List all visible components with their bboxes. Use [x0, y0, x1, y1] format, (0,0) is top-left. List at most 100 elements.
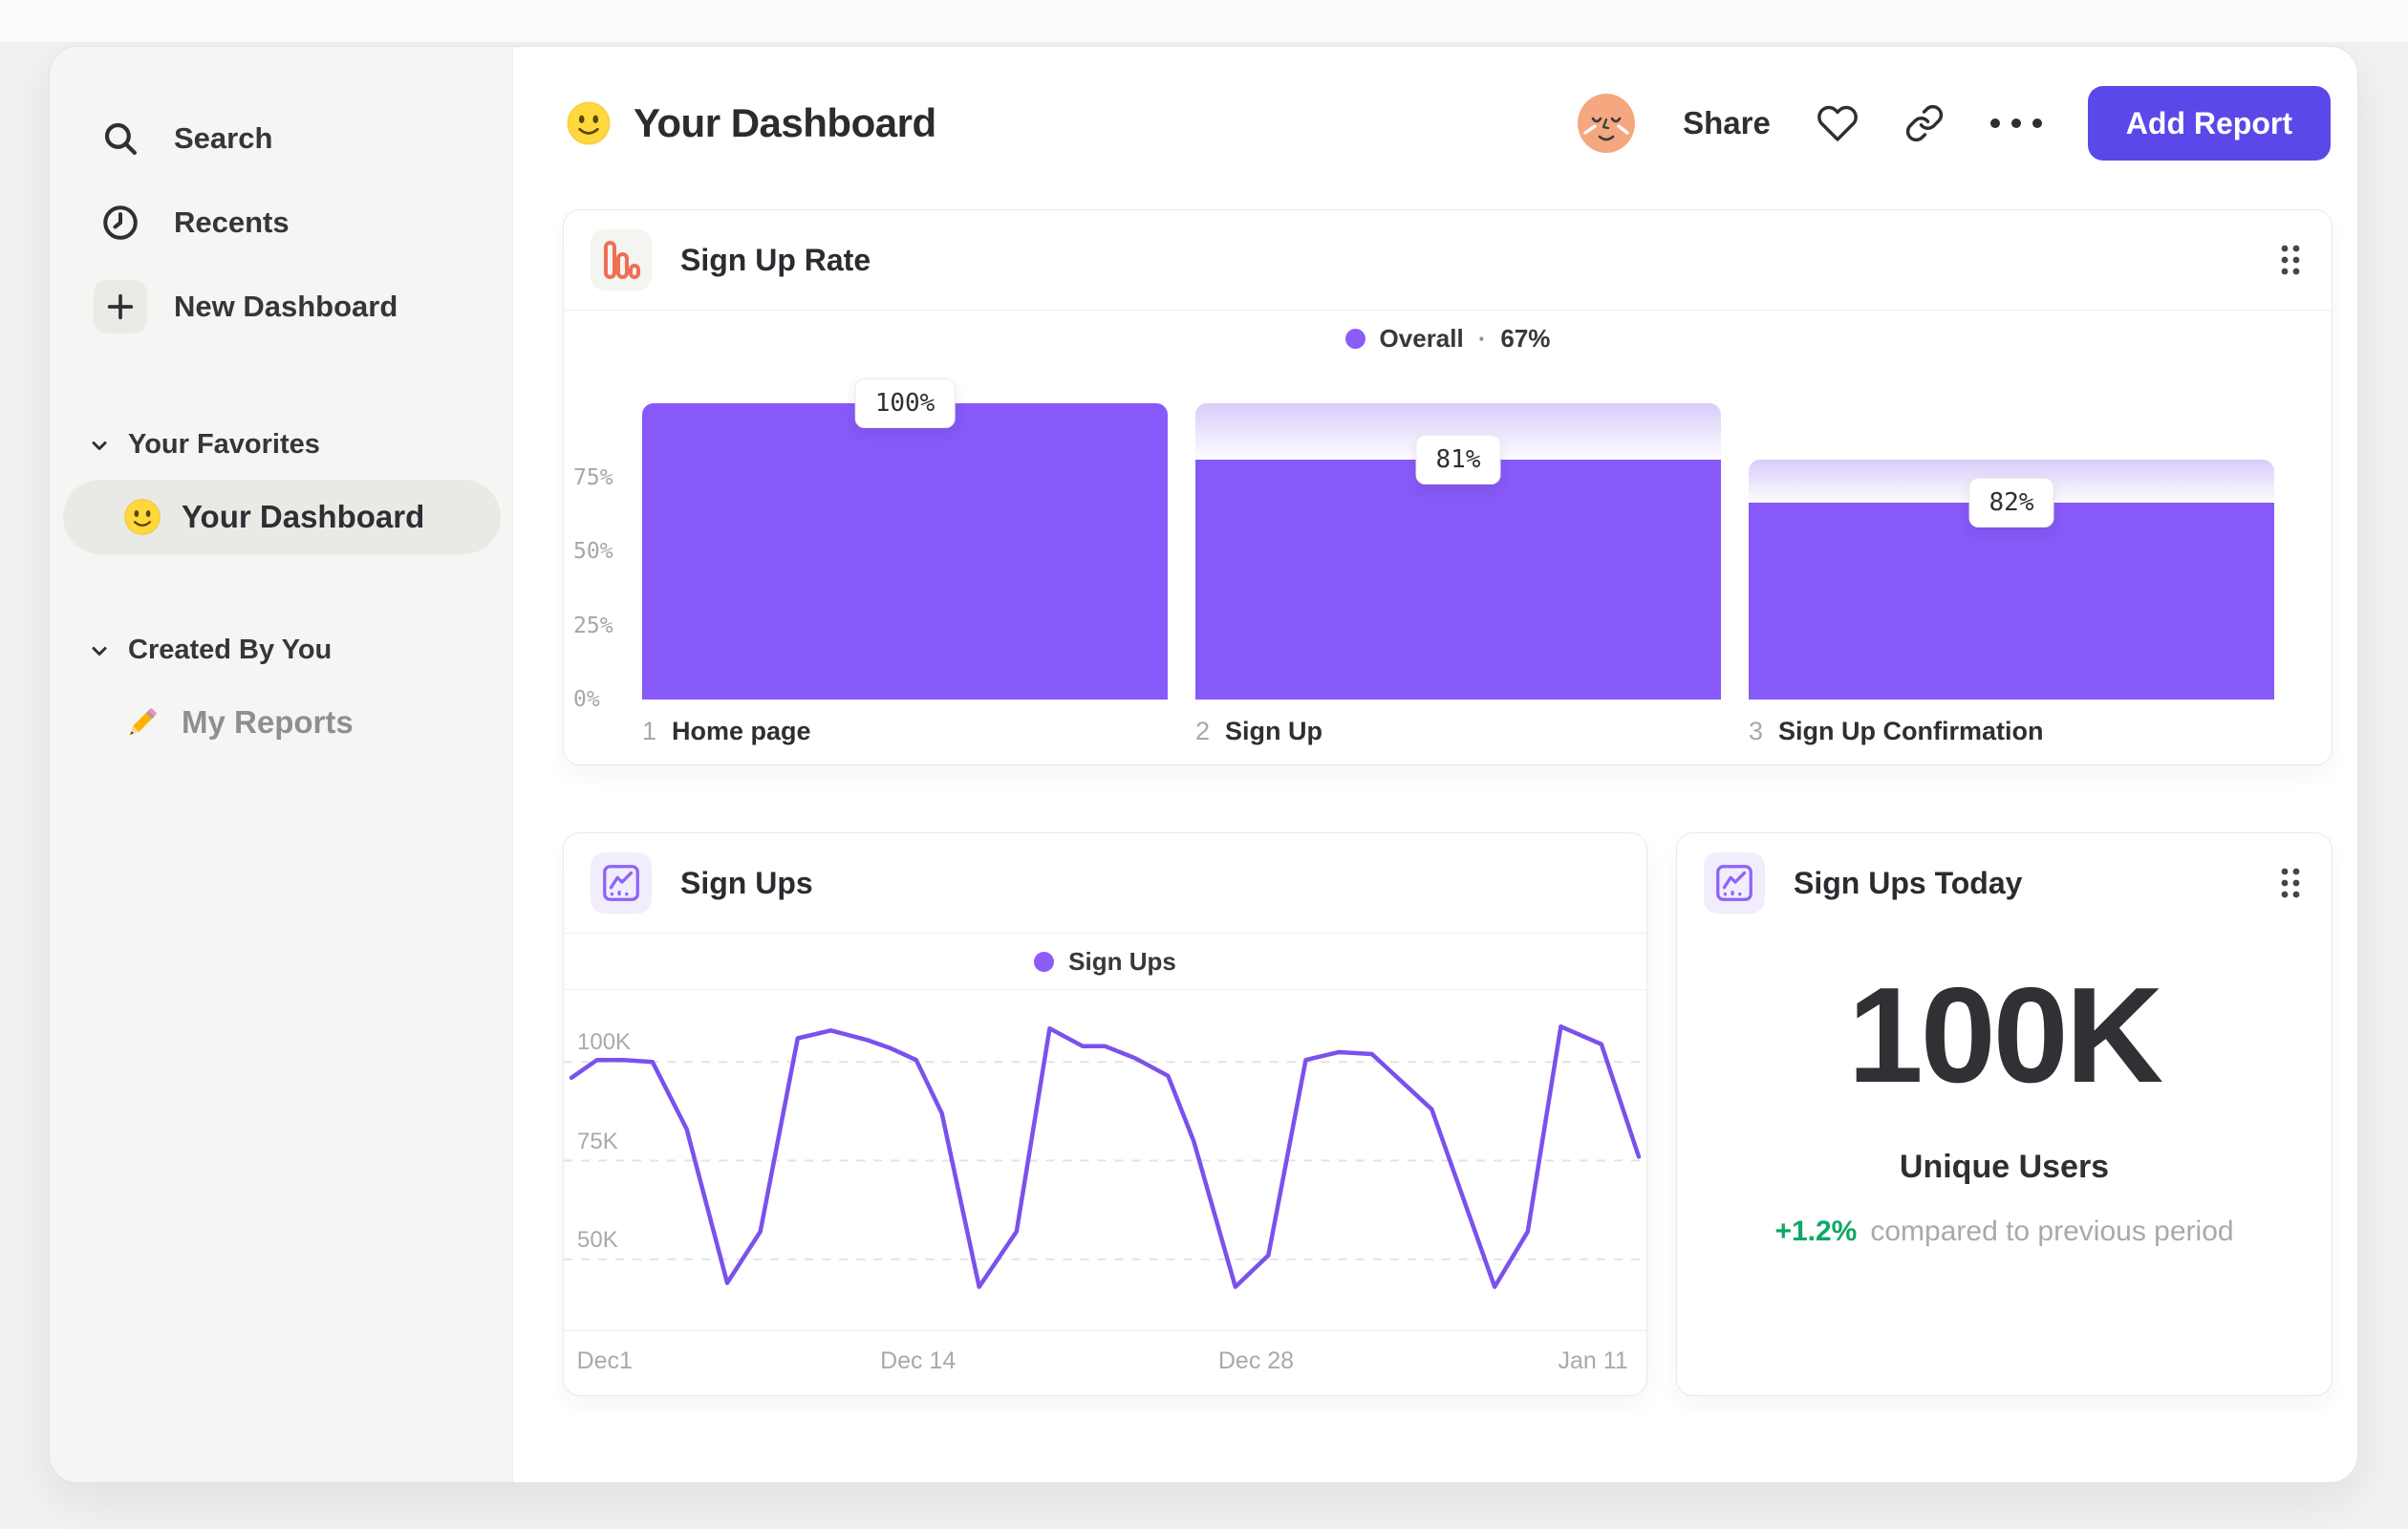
favorites-section-header[interactable]: Your Favorites [50, 420, 512, 470]
plus-icon [94, 280, 147, 334]
sidebar-item-label: My Reports [182, 704, 354, 740]
card-header: Sign Ups [564, 833, 1646, 933]
card-title: Sign Ups [680, 865, 813, 900]
step-number: 2 [1195, 717, 1211, 745]
sidebar-item-new-dashboard[interactable]: New Dashboard [50, 265, 512, 349]
y-tick-label: 75K [577, 1128, 618, 1154]
legend-label: Sign Ups [1068, 946, 1176, 976]
sign-ups-line-series[interactable] [569, 1023, 1642, 1289]
sidebar-item-recents[interactable]: Recents [50, 181, 512, 265]
metric-delta: +1.2% compared to previous period [1677, 1216, 2332, 1248]
card-header-divider [564, 933, 1646, 934]
share-button[interactable]: Share [1683, 105, 1771, 140]
legend-separator: · [1477, 323, 1487, 353]
funnel-converted-bar [642, 403, 1168, 700]
created-by-you-section-header[interactable]: Created By You [50, 625, 512, 676]
favorite-heart-icon[interactable] [1817, 102, 1859, 144]
funnel-step-label: 2 Sign Up [1195, 717, 1721, 746]
funnel-step-label: 3 Sign Up Confirmation [1749, 717, 2274, 746]
y-tick-label: 50K [577, 1226, 618, 1253]
delta-value: +1.2% [1774, 1216, 1858, 1247]
card-header-divider [564, 310, 2332, 311]
funnel-step-bar[interactable]: 100% [642, 378, 1168, 700]
drag-handle-icon[interactable] [2276, 864, 2305, 902]
delta-note: compared to previous period [1870, 1216, 2234, 1247]
copy-link-icon[interactable] [1904, 103, 1945, 143]
step-number: 1 [642, 717, 657, 745]
x-tick-label: Dec 28 [1217, 1347, 1295, 1374]
funnel-legend: Overall · 67% [564, 311, 2332, 366]
funnel-x-axis-labels: 1 Home page 2 Sign Up 3 Sign Up Confirmation [642, 717, 2274, 746]
funnel-converted-bar [1195, 459, 1721, 700]
pencil-emoji [130, 708, 157, 735]
line-chart-icon [1704, 852, 1765, 914]
funnel-chart-icon [591, 229, 652, 291]
sidebar-item-label: Recents [174, 205, 290, 239]
y-tick-label: 0% [573, 687, 600, 712]
more-options-icon[interactable] [1989, 118, 2042, 128]
legend-divider [564, 989, 1646, 990]
card-title: Sign Ups Today [1794, 865, 2023, 900]
funnel-converted-bar [1749, 503, 2274, 700]
avatar[interactable] [1576, 93, 1637, 154]
section-title: Created By You [128, 635, 333, 665]
conversion-badge: 81% [1415, 434, 1501, 485]
line-chart-plot: 100K 75K 50K [564, 991, 1646, 1330]
sign-ups-today-card: Sign Ups Today 100K Unique Users +1.2% co… [1676, 832, 2333, 1396]
step-name: Sign Up [1225, 717, 1323, 745]
funnel-step-label: 1 Home page [642, 717, 1168, 746]
sidebar-item-label: Your Dashboard [182, 499, 425, 534]
sidebar-section-created-by-you: Created By You My Reports [50, 625, 512, 760]
smiley-emoji [123, 498, 161, 536]
add-report-button[interactable]: Add Report [2087, 86, 2331, 161]
main-content: Your Dashboard Share [513, 47, 2357, 1482]
metric-label: Unique Users [1899, 1149, 2110, 1185]
page-title-text: Your Dashboard [634, 100, 936, 145]
funnel-y-axis: 75% 50% 25% 0% [573, 403, 636, 713]
card-header: Sign Up Rate [564, 210, 2332, 310]
sidebar: Search Recents New Dashboard [50, 47, 513, 1482]
funnel-bars: 100% 81% 82% [642, 378, 2274, 700]
step-name: Home page [672, 717, 811, 745]
sidebar-item-my-reports[interactable]: My Reports [63, 685, 501, 760]
legend-dot [1344, 328, 1365, 349]
app-window: Search Recents New Dashboard [49, 46, 2358, 1483]
smiley-emoji [567, 101, 611, 145]
y-tick-label: 100K [577, 1029, 632, 1056]
conversion-badge: 100% [854, 378, 956, 428]
sidebar-item-your-dashboard[interactable]: Your Dashboard [63, 480, 501, 554]
line-legend: Sign Ups [564, 934, 1646, 989]
y-tick-label: 75% [573, 464, 613, 490]
chevron-down-icon [92, 441, 107, 450]
sidebar-item-search[interactable]: Search [50, 97, 512, 181]
card-title: Sign Up Rate [680, 242, 871, 277]
x-tick-label: Dec1 [576, 1347, 633, 1374]
funnel-step-bar[interactable]: 82% [1749, 403, 2274, 700]
sidebar-section-favorites: Your Favorites Your Dashboard [50, 420, 512, 554]
line-x-axis: Dec1 Dec 14 Dec 28 Jan 11 [564, 1347, 1646, 1382]
search-icon [94, 112, 147, 165]
x-axis-line [564, 1330, 1646, 1331]
legend-value: 67% [1500, 323, 1551, 353]
header-actions: Share Add Report [1576, 86, 2331, 161]
drag-handle-icon[interactable] [2276, 241, 2305, 279]
sign-ups-card: Sign Ups Sign Ups 100K 75K 50K Dec1 Dec 14 D… [563, 832, 1647, 1396]
legend-dot [1034, 951, 1055, 972]
legend-label: Overall [1379, 323, 1464, 353]
step-name: Sign Up Confirmation [1778, 717, 2044, 745]
desktop-background-strip [0, 0, 2408, 42]
card-header: Sign Ups Today [1677, 833, 2332, 933]
funnel-step-bar[interactable]: 81% [1195, 403, 1721, 700]
clock-icon [94, 196, 147, 249]
conversion-badge: 82% [1968, 478, 2054, 528]
y-tick-label: 25% [573, 613, 613, 638]
page-header: Your Dashboard Share [565, 85, 2331, 162]
chevron-down-icon [92, 646, 107, 656]
sidebar-item-label: Search [174, 121, 273, 155]
sign-up-rate-card: Sign Up Rate Overall · 67% 75% 50% 25% 0% 1… [563, 209, 2333, 765]
page-title: Your Dashboard [565, 99, 936, 147]
sidebar-item-label: New Dashboard [174, 290, 398, 323]
line-chart-icon [591, 852, 652, 914]
y-tick-label: 50% [573, 539, 613, 564]
x-tick-label: Dec 14 [880, 1347, 957, 1374]
